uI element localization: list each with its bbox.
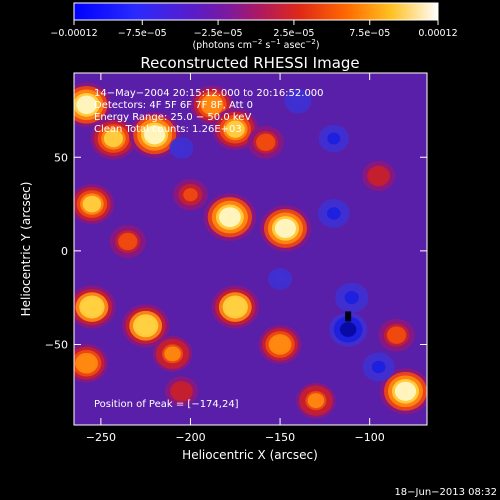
- chart-title: Reconstructed RHESSI Image: [140, 54, 359, 72]
- image-blob: [225, 298, 246, 317]
- image-blob: [394, 381, 417, 401]
- y-tick-label: −50: [45, 338, 68, 351]
- image-blob: [307, 393, 325, 409]
- annotation-energy: Energy Range: 25.0 − 50.0 keV: [94, 112, 251, 123]
- image-blob: [274, 274, 286, 284]
- image-blob: [218, 207, 241, 228]
- image-blob: [292, 95, 304, 107]
- image-blob: [371, 169, 386, 183]
- annotation-time-range: 14−May−2004 20:15:12.000 to 20:16:52.000: [94, 88, 324, 99]
- annotation-detectors: Detectors: 4F 5F 6F 7F 8F, Att 0: [94, 100, 253, 111]
- image-blob: [103, 129, 123, 148]
- image-blob: [176, 143, 187, 153]
- colorbar-tick-label: −2.5e−05: [194, 28, 243, 39]
- image-blob: [135, 316, 156, 335]
- y-tick-label: 50: [54, 151, 68, 164]
- colorbar-unit-label: (photons cm−2 s−1 asec−2): [192, 38, 319, 51]
- colorbar-tick-label: 2.5e−05: [273, 28, 314, 39]
- image-blob: [76, 95, 97, 115]
- image-blob: [327, 132, 341, 145]
- image-blob: [339, 322, 357, 337]
- colorbar-ticks: −0.00012 −7.5e−05 −2.5e−05 2.5e−05 7.5e−05 0.…: [50, 20, 458, 39]
- image-blob: [388, 328, 405, 342]
- y-tick-label: 0: [61, 245, 68, 258]
- image-blob: [274, 218, 297, 238]
- image-blobs: [74, 82, 427, 419]
- image-blob: [344, 291, 359, 305]
- x-tick-label: −100: [355, 431, 385, 444]
- colorbar: [73, 2, 439, 21]
- image-blob: [144, 125, 166, 145]
- annotation-clean: Clean Total counts: 1.26E+03: [94, 124, 242, 135]
- annotation-peak-position: Position of Peak = [−174,24]: [94, 399, 239, 410]
- x-tick-label: −200: [175, 431, 205, 444]
- image-blob: [225, 120, 245, 138]
- colorbar-tick-label: −7.5e−05: [118, 28, 167, 39]
- footer-timestamp: 18−Jun−2013 08:32: [394, 487, 497, 498]
- image-blob: [164, 346, 181, 362]
- colorbar-tick-label: 7.5e−05: [349, 28, 390, 39]
- x-tick-label: −150: [265, 431, 295, 444]
- y-axis-label: Heliocentric Y (arcsec): [19, 182, 33, 317]
- axis-ticks: −250 −200 −150 −100 −50 0 50: [45, 73, 427, 444]
- image-blob: [203, 96, 221, 113]
- x-axis-label: Heliocentric X (arcsec): [182, 448, 318, 462]
- image-blob: [120, 234, 136, 249]
- image-blob: [371, 360, 386, 374]
- colorbar-tick-label: −0.00012: [50, 28, 97, 39]
- minimum-spot: [345, 311, 352, 322]
- image-blob: [271, 336, 289, 353]
- plot-frame: [73, 72, 428, 426]
- x-tick-label: −250: [86, 431, 116, 444]
- image-blob: [77, 355, 96, 372]
- image-blob: [82, 195, 102, 213]
- colorbar-tick-label: 0.00012: [418, 28, 457, 39]
- image-blob: [258, 135, 274, 150]
- image-blob: [82, 298, 102, 317]
- image-blob: [174, 385, 189, 398]
- image-blob: [183, 188, 198, 202]
- image-blob: [326, 207, 341, 220]
